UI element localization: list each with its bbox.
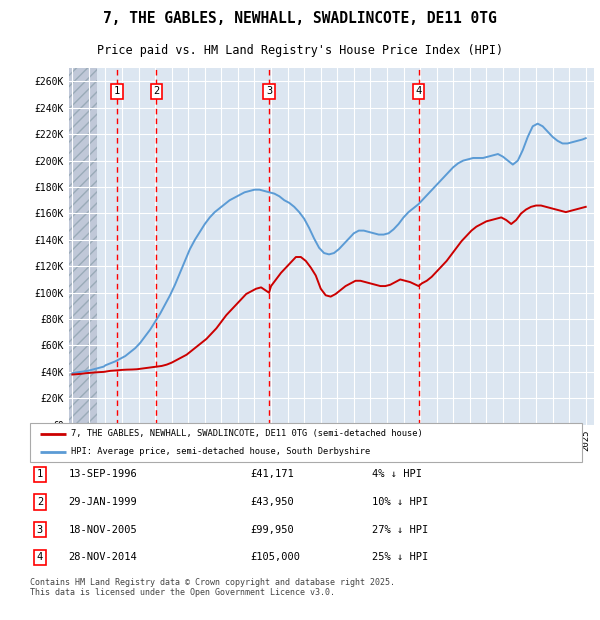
Text: 29-JAN-1999: 29-JAN-1999 [68,497,137,507]
Text: 1: 1 [37,469,43,479]
Text: 2: 2 [154,86,160,96]
Text: 3: 3 [37,525,43,534]
Text: £43,950: £43,950 [251,497,295,507]
Text: HPI: Average price, semi-detached house, South Derbyshire: HPI: Average price, semi-detached house,… [71,447,371,456]
Text: 25% ↓ HPI: 25% ↓ HPI [372,552,428,562]
Text: £99,950: £99,950 [251,525,295,534]
Text: £105,000: £105,000 [251,552,301,562]
Text: 10% ↓ HPI: 10% ↓ HPI [372,497,428,507]
Text: 27% ↓ HPI: 27% ↓ HPI [372,525,428,534]
Text: Price paid vs. HM Land Registry's House Price Index (HPI): Price paid vs. HM Land Registry's House … [97,44,503,57]
FancyBboxPatch shape [30,423,582,462]
Bar [69,68,97,425]
Text: £41,171: £41,171 [251,469,295,479]
Text: 4: 4 [415,86,422,96]
Text: 28-NOV-2014: 28-NOV-2014 [68,552,137,562]
Text: 18-NOV-2005: 18-NOV-2005 [68,525,137,534]
Text: 3: 3 [266,86,272,96]
Text: Contains HM Land Registry data © Crown copyright and database right 2025.
This d: Contains HM Land Registry data © Crown c… [30,578,395,597]
Text: 13-SEP-1996: 13-SEP-1996 [68,469,137,479]
Text: 7, THE GABLES, NEWHALL, SWADLINCOTE, DE11 0TG (semi-detached house): 7, THE GABLES, NEWHALL, SWADLINCOTE, DE1… [71,429,423,438]
Text: 2: 2 [37,497,43,507]
Text: 4% ↓ HPI: 4% ↓ HPI [372,469,422,479]
Text: 4: 4 [37,552,43,562]
Text: 7, THE GABLES, NEWHALL, SWADLINCOTE, DE11 0TG: 7, THE GABLES, NEWHALL, SWADLINCOTE, DE1… [103,11,497,25]
Text: 1: 1 [114,86,121,96]
